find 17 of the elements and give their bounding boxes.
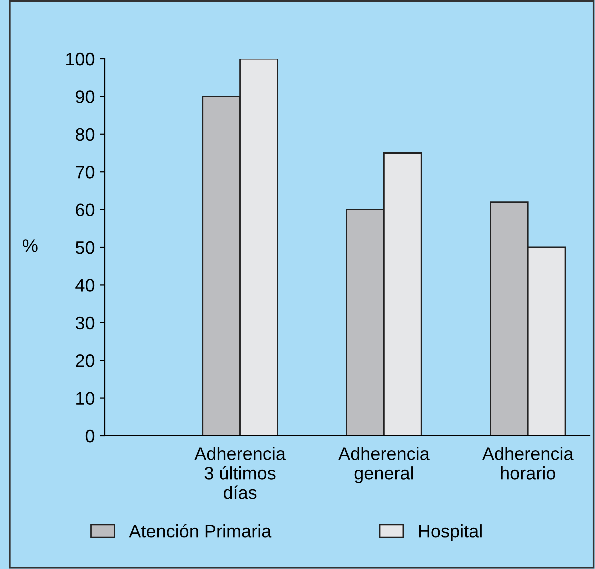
y-tick-label: 70 [76,166,95,179]
y-tick-label: 50 [76,241,95,254]
y-tick-label: 90 [76,90,95,104]
y-tick-label: 40 [76,279,95,292]
y-tick-label: 20 [76,354,95,368]
y-tick-label: 60 [76,204,95,217]
legend-label: Hospital [419,524,482,542]
y-tick-label: 80 [76,128,95,142]
legend-label: Atención Primaria [129,524,272,538]
y-tick-label: 100 [66,52,95,66]
x-tick-label: Adherencia 3 últimos días [194,447,286,500]
y-axis-title: % [23,240,38,252]
x-tick-label: Adherencia horario [482,447,574,480]
y-tick-label: 30 [76,316,95,330]
y-tick-label: 10 [76,392,95,406]
x-tick-label: Adherencia general [338,447,430,484]
y-tick-label: 0 [86,430,95,443]
